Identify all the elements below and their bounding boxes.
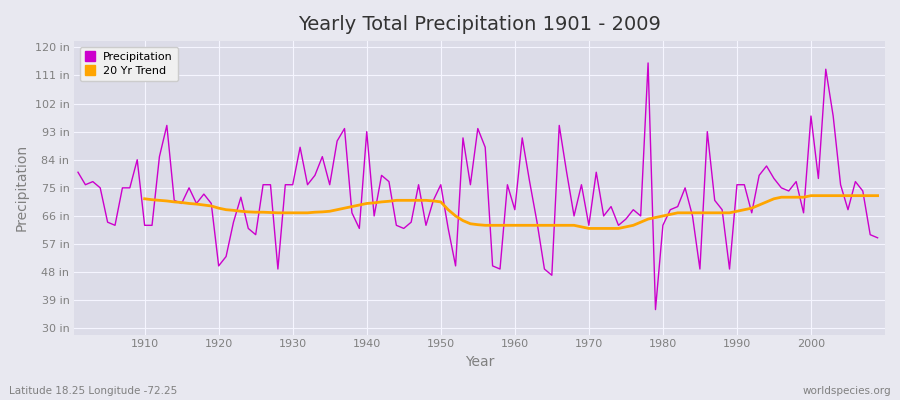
Legend: Precipitation, 20 Yr Trend: Precipitation, 20 Yr Trend — [80, 47, 178, 81]
Text: worldspecies.org: worldspecies.org — [803, 386, 891, 396]
Y-axis label: Precipitation: Precipitation — [15, 144, 29, 232]
Text: Latitude 18.25 Longitude -72.25: Latitude 18.25 Longitude -72.25 — [9, 386, 177, 396]
X-axis label: Year: Year — [465, 355, 494, 369]
Title: Yearly Total Precipitation 1901 - 2009: Yearly Total Precipitation 1901 - 2009 — [298, 15, 662, 34]
